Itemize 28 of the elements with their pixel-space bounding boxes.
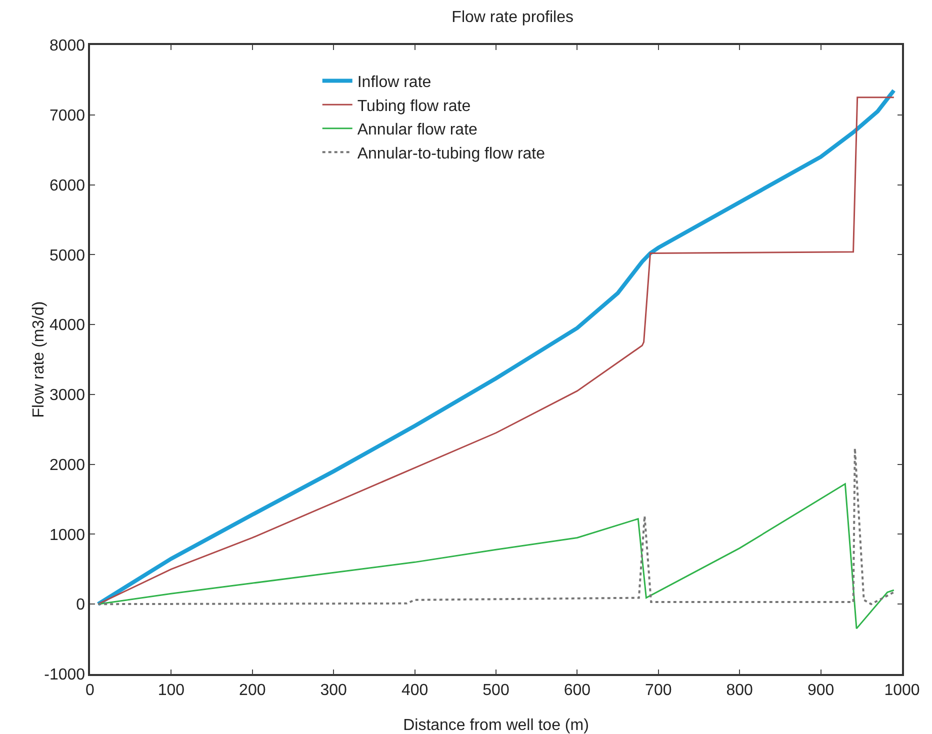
legend-label: Annular-to-tubing flow rate (357, 145, 546, 162)
y-tick-label: 4000 (49, 317, 86, 334)
x-axis-title: Distance from well toe (m) (403, 717, 589, 734)
x-tick-label: 500 (482, 682, 510, 699)
x-tick-label: 100 (158, 682, 185, 699)
y-tick-label: 6000 (49, 177, 86, 194)
x-tick-label: 200 (239, 682, 266, 699)
line-series (97, 447, 895, 606)
x-tick-label: 400 (401, 682, 428, 699)
x-tick-label: 300 (320, 682, 348, 699)
y-axis-title: Flow rate (m3/d) (30, 301, 48, 418)
x-tick-label: 1000 (884, 682, 920, 699)
x-tick-label: 600 (564, 682, 591, 699)
y-tick-label: 3000 (49, 387, 86, 404)
y-tick-label: -1000 (44, 666, 86, 684)
x-tick-label: 800 (726, 682, 754, 699)
x-tick-label: 900 (807, 682, 834, 699)
y-tick-label: 5000 (49, 247, 86, 264)
y-tick-label: 7000 (49, 107, 86, 124)
y-tick-label: 1000 (49, 526, 86, 544)
legend-label: Tubing flow rate (357, 98, 471, 115)
legend-label: Annular flow rate (357, 122, 478, 139)
y-tick-label: 8000 (49, 38, 86, 55)
chart-title: Flow rate profiles (452, 9, 574, 26)
y-tick-label: 0 (76, 596, 86, 614)
y-tick-label: 2000 (49, 456, 86, 474)
x-tick-label: 700 (645, 682, 672, 699)
legend-label: Inflow rate (357, 74, 432, 92)
